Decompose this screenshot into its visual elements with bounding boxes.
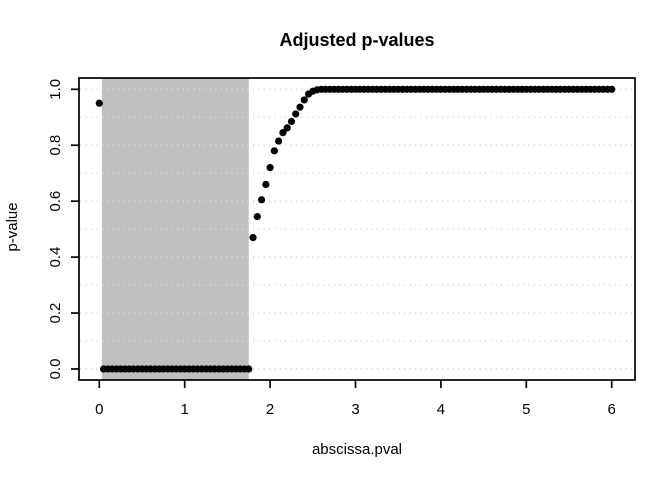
data-point: [296, 103, 304, 111]
x-tick-label: 2: [266, 401, 274, 418]
data-point: [262, 180, 270, 188]
y-tick-label: 0.0: [47, 359, 64, 380]
data-point: [292, 110, 300, 118]
y-tick-label: 0.4: [47, 247, 64, 268]
data-point: [300, 96, 308, 104]
y-axis-label: p-value: [4, 202, 21, 251]
data-point: [275, 137, 283, 145]
shaded-band: [101, 78, 249, 380]
x-tick-label: 4: [437, 401, 445, 418]
data-point: [279, 129, 287, 137]
data-point: [608, 85, 616, 93]
plot-title: Adjusted p-values: [279, 30, 434, 50]
data-point: [95, 99, 103, 107]
x-tick-label: 0: [95, 401, 103, 418]
data-point: [270, 147, 278, 155]
data-point: [245, 365, 253, 373]
data-point: [253, 212, 261, 221]
chart-layer: 0 1 2 3 4 5 6 0.0 0.2 0.4 0.6 0.8 1.0: [47, 77, 636, 418]
x-axis-label: abscissa.pval: [312, 441, 402, 458]
x-tick-label: 3: [351, 401, 359, 418]
y-tick-label: 1.0: [47, 79, 64, 100]
x-tick-label: 1: [181, 401, 189, 418]
y-tick-label: 0.8: [47, 135, 64, 156]
data-point: [257, 196, 266, 204]
y-tick-label: 0.2: [47, 303, 64, 324]
data-point: [283, 124, 291, 132]
x-tick-label: 5: [522, 401, 530, 418]
data-point: [266, 164, 274, 172]
data-point: [287, 117, 296, 126]
plot-box: [78, 77, 636, 381]
data-point: [249, 233, 257, 242]
y-tick-label: 0.6: [47, 191, 64, 212]
x-tick-label: 6: [608, 401, 616, 418]
